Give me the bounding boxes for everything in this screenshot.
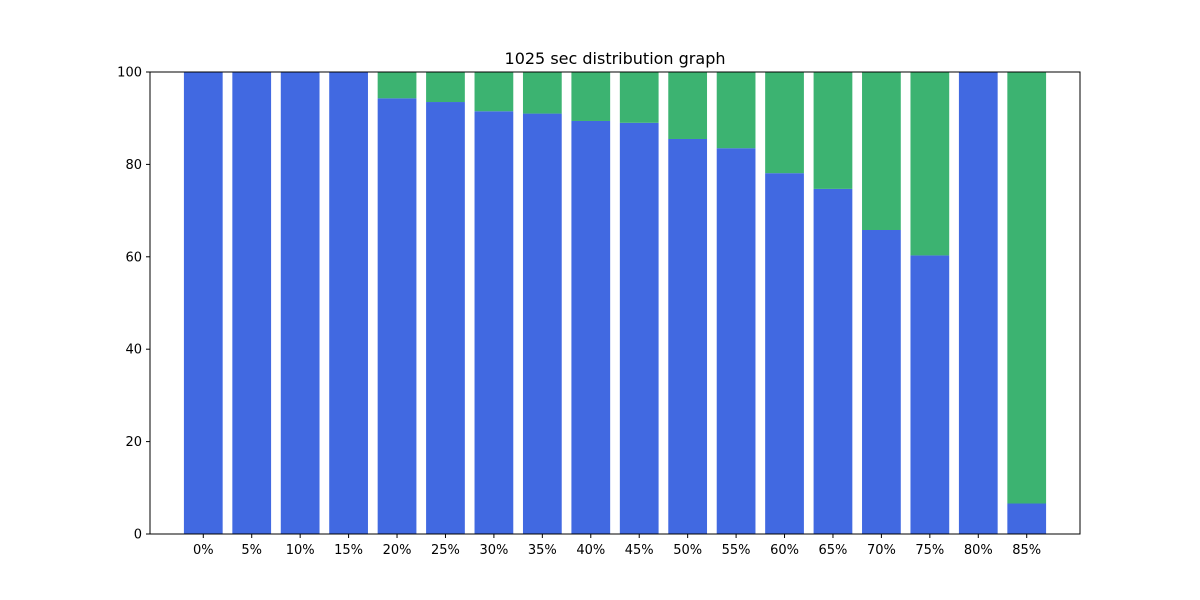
x-tick-label: 15% <box>334 543 363 558</box>
bar-85pct-series-2 <box>1007 72 1047 504</box>
x-tick-label: 85% <box>1012 543 1041 558</box>
chart-title: 1025 sec distribution graph <box>505 49 726 68</box>
bar-50pct-series-1 <box>668 138 708 535</box>
x-tick-label: 40% <box>576 543 605 558</box>
bar-45pct-series-1 <box>619 122 659 534</box>
bar-40pct-series-2 <box>571 72 611 121</box>
x-tick-label: 65% <box>819 543 848 558</box>
x-tick-label: 80% <box>964 543 993 558</box>
x-tick-label: 0% <box>193 543 214 558</box>
x-tick-label: 20% <box>383 543 412 558</box>
bar-65pct-series-1 <box>813 188 853 534</box>
x-tick-label: 10% <box>286 543 315 558</box>
x-tick-label: 55% <box>722 543 751 558</box>
bar-5pct-series-1 <box>232 72 272 534</box>
bar-15pct-series-1 <box>329 72 368 534</box>
bar-60pct-series-1 <box>765 173 804 534</box>
x-tick-label: 5% <box>241 543 262 558</box>
bar-75pct-series-1 <box>910 255 950 534</box>
bar-35pct-series-1 <box>522 113 562 534</box>
bar-0pct-series-1 <box>183 72 223 534</box>
bar-55pct-series-1 <box>716 148 756 535</box>
bar-70pct-series-2 <box>862 72 901 230</box>
bar-70pct-series-1 <box>862 230 901 534</box>
x-tick-label: 45% <box>625 543 654 558</box>
bar-25pct-series-1 <box>426 102 465 534</box>
x-tick-label: 50% <box>673 543 702 558</box>
x-tick-label: 35% <box>528 543 557 558</box>
bar-30pct-series-1 <box>474 111 514 535</box>
bar-30pct-series-2 <box>474 72 514 112</box>
bar-10pct-series-1 <box>280 72 320 534</box>
x-tick-label: 75% <box>915 543 944 558</box>
x-tick-label: 70% <box>867 543 896 558</box>
y-tick-label: 0 <box>134 528 142 543</box>
bar-20pct-series-2 <box>377 72 417 99</box>
x-tick-label: 60% <box>770 543 799 558</box>
y-axis: 0 20 40 60 80 100 <box>117 66 150 543</box>
x-axis: 0% 5% 10% 15% 20% 25% 30% 35% 40% 45% 50% 55% 60% 65%… <box>193 534 1041 558</box>
bar-35pct-series-2 <box>522 72 562 114</box>
bar-65pct-series-2 <box>813 72 853 189</box>
bar-50pct-series-2 <box>668 72 708 139</box>
bar-45pct-series-2 <box>619 72 659 123</box>
x-tick-label: 30% <box>479 543 508 558</box>
bar-80pct-series-1 <box>958 72 998 534</box>
y-tick-label: 60 <box>125 250 142 265</box>
y-tick-label: 80 <box>125 158 142 173</box>
y-tick-label: 100 <box>117 66 142 81</box>
x-tick-label: 25% <box>431 543 460 558</box>
bars-group <box>183 72 1047 535</box>
y-tick-label: 20 <box>125 435 142 450</box>
plot-frame <box>149 71 1081 535</box>
bar-60pct-series-2 <box>765 72 804 174</box>
bar-40pct-series-1 <box>571 120 611 534</box>
bar-75pct-series-2 <box>910 72 950 256</box>
bar-55pct-series-2 <box>716 72 756 149</box>
bar-20pct-series-1 <box>377 98 417 534</box>
y-tick-label: 40 <box>125 343 142 358</box>
bar-25pct-series-2 <box>426 72 465 103</box>
bar-85pct-series-1 <box>1007 503 1047 534</box>
